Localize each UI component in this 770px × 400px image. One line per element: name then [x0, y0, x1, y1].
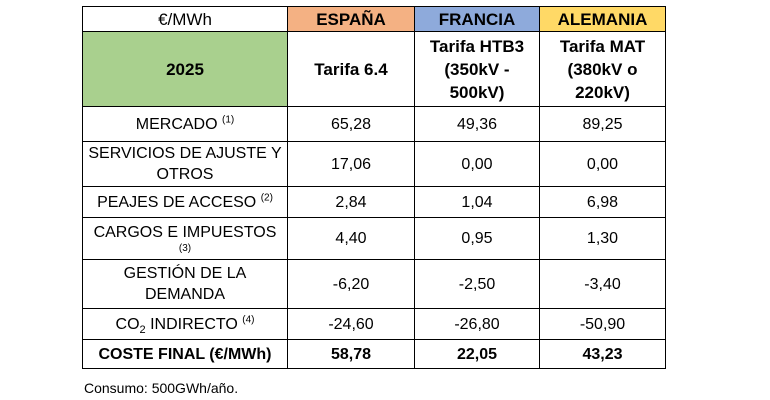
table-row-co2-indirecto: CO2 INDIRECTO (4) -24,60 -26,80 -50,90 [82, 308, 666, 340]
row-label-post: INDIRECTO [145, 315, 238, 333]
tariff-francia: Tarifa HTB3 (350kV - 500kV) [414, 31, 540, 107]
row-label-servicios-ajuste: SERVICIOS DE AJUSTE Y OTROS [82, 141, 288, 187]
table-row-cargos-impuestos: CARGOS E IMPUESTOS (3) 4,40 0,95 1,30 [82, 217, 666, 260]
unit-header: €/MWh [82, 6, 288, 32]
table-row-coste-final: COSTE FINAL (€/MWh) 58,78 22,05 43,23 [82, 339, 666, 369]
tariff-alemania-line-1: Tarifa MAT [559, 36, 646, 56]
row-label-peajes-acceso: PEAJES DE ACCESO (2) [82, 186, 288, 218]
footnote-ref: (4) [242, 314, 255, 326]
value-espana: 17,06 [287, 141, 415, 187]
row-label-text: PEAJES DE ACCESO [97, 193, 257, 211]
year-cell: 2025 [82, 31, 288, 107]
value-francia: -2,50 [414, 259, 540, 309]
value-alemania: 89,25 [539, 106, 666, 142]
row-label-subscript: 2 [139, 323, 146, 336]
cost-comparison-table: €/MWh ESPAÑA FRANCIA ALEMANIA 2025 Tarif… [82, 6, 666, 369]
value-alemania: 1,30 [539, 217, 666, 260]
tariff-alemania-line-2: (380kV o [567, 59, 638, 79]
row-label-gestion-demanda: GESTIÓN DE LA DEMANDA [82, 259, 288, 309]
value-francia: 1,04 [414, 186, 540, 218]
row-label-text: MERCADO [135, 115, 218, 133]
value-espana: -6,20 [287, 259, 415, 309]
value-espana: -24,60 [287, 308, 415, 340]
tariff-francia-line-3: 500kV) [449, 82, 505, 102]
value-francia: 22,05 [414, 339, 540, 369]
footnote-ref: (2) [260, 192, 273, 204]
value-espana: 4,40 [287, 217, 415, 260]
value-espana: 58,78 [287, 339, 415, 369]
row-label-line-2: OTROS [156, 166, 214, 183]
row-label-pre: CO [115, 315, 140, 333]
value-francia: 0,95 [414, 217, 540, 260]
value-francia: 0,00 [414, 141, 540, 187]
value-alemania: 0,00 [539, 141, 666, 187]
value-espana: 65,28 [287, 106, 415, 142]
country-header-francia: FRANCIA [414, 6, 540, 32]
tariff-alemania: Tarifa MAT (380kV o 220kV) [539, 31, 666, 107]
country-header-espana: ESPAÑA [287, 6, 415, 32]
tariff-francia-line-2: (350kV - [444, 59, 510, 79]
value-alemania: -50,90 [539, 308, 666, 340]
country-header-alemania: ALEMANIA [539, 6, 666, 32]
header-row: €/MWh ESPAÑA FRANCIA ALEMANIA [82, 6, 666, 32]
value-alemania: 43,23 [539, 339, 666, 369]
value-francia: -26,80 [414, 308, 540, 340]
row-label-line-1: GESTIÓN DE LA [123, 265, 247, 282]
row-label-coste-final: COSTE FINAL (€/MWh) [82, 339, 288, 369]
tariff-row: 2025 Tarifa 6.4 Tarifa HTB3 (350kV - 500… [82, 31, 666, 107]
value-alemania: -3,40 [539, 259, 666, 309]
row-label-mercado: MERCADO (1) [82, 106, 288, 142]
table-row-gestion-demanda: GESTIÓN DE LA DEMANDA -6,20 -2,50 -3,40 [82, 259, 666, 309]
table-row-mercado: MERCADO (1) 65,28 49,36 89,25 [82, 106, 666, 142]
table-row-peajes-acceso: PEAJES DE ACCESO (2) 2,84 1,04 6,98 [82, 186, 666, 218]
tariff-espana: Tarifa 6.4 [287, 31, 415, 107]
footnote-ref: (3) [178, 243, 192, 254]
row-label-line-2: DEMANDA [144, 286, 225, 303]
footnote-ref: (1) [222, 114, 235, 126]
value-francia: 49,36 [414, 106, 540, 142]
tariff-francia-line-1: Tarifa HTB3 [429, 36, 525, 56]
row-label-co2-indirecto: CO2 INDIRECTO (4) [82, 308, 288, 340]
consumption-footnote: Consumo: 500GWh/año. [84, 380, 239, 396]
tariff-alemania-line-3: 220kV) [575, 82, 630, 102]
row-label-cargos-impuestos: CARGOS E IMPUESTOS (3) [82, 217, 288, 260]
value-alemania: 6,98 [539, 186, 666, 218]
row-label-line-1: SERVICIOS DE AJUSTE Y [88, 145, 282, 162]
value-espana: 2,84 [287, 186, 415, 218]
table-row-servicios-ajuste: SERVICIOS DE AJUSTE Y OTROS 17,06 0,00 0… [82, 141, 666, 187]
row-label-text: CARGOS E IMPUESTOS [93, 224, 277, 241]
